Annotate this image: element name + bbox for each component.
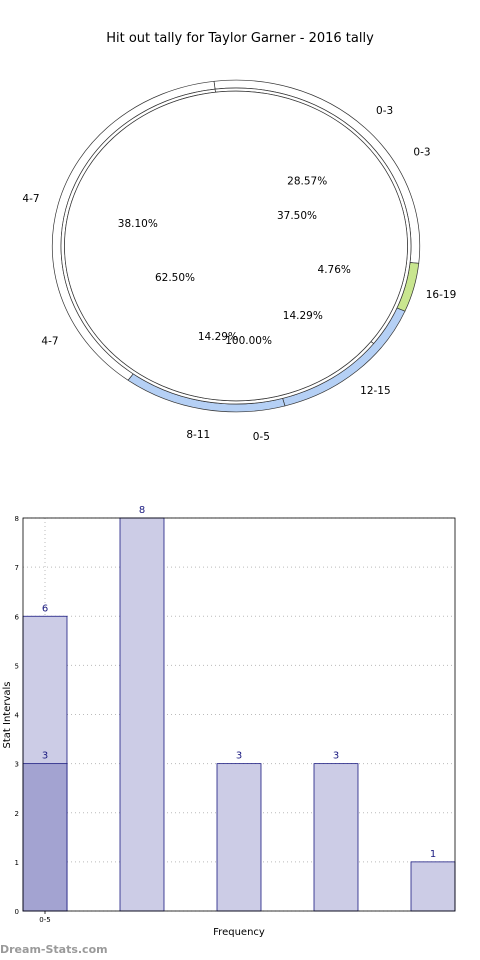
y-tick-6: 6 — [15, 613, 20, 621]
x-axis-label: Frequency — [213, 927, 265, 938]
y-tick-4: 4 — [15, 712, 20, 720]
slice-pct-inner-0: 37.50% — [277, 210, 317, 222]
y-tick-0: 0 — [15, 908, 19, 916]
slice-label-outer-0: 0-3 — [376, 105, 393, 117]
slice-pct-center-0: 100.00% — [225, 335, 272, 347]
bar-bars: 6 3 8 3 3 1 — [22, 505, 456, 912]
pie-slices — [51, 79, 421, 413]
y-tick-1: 1 — [15, 859, 19, 867]
plot-frame — [22, 517, 456, 912]
bar-5 — [410, 861, 456, 912]
slice-pct-outer-1: 4.76% — [318, 264, 351, 276]
bar-2 — [119, 517, 165, 912]
pie-labels: 28.57% 0-3 4.76% 16-19 14.29% 12-15 14.29% 8-11… — [22, 105, 456, 443]
y-tick-8: 8 — [15, 515, 19, 523]
slice-center-0 — [64, 90, 408, 402]
y-tick-5: 5 — [15, 662, 19, 670]
slice-pct-outer-3: 14.29% — [198, 331, 238, 343]
slice-label-outer-2: 12-15 — [360, 385, 391, 397]
y-tick-2: 2 — [15, 810, 19, 818]
bar-3 — [216, 763, 262, 912]
slice-label-inner-1: 4-7 — [41, 336, 58, 348]
y-tick-7: 7 — [15, 564, 19, 572]
watermark: Dream-Stats.com — [0, 943, 108, 956]
bar-4 — [313, 763, 359, 912]
y-axis-label: Stat Intervals — [2, 681, 13, 748]
x-tick-0: 0-5 — [39, 916, 50, 924]
bar-label-0: 6 — [42, 603, 48, 614]
slice-pct-outer-4: 38.10% — [118, 218, 158, 230]
slice-label-outer-1: 16-19 — [426, 289, 457, 301]
bar-label-4: 3 — [333, 751, 339, 762]
bar-axes: 0 1 2 3 4 5 6 7 8 0-5 — [15, 515, 456, 924]
slice-label-center-0: 0-5 — [253, 431, 270, 443]
slice-label-outer-4: 4-7 — [22, 193, 39, 205]
slice-pct-outer-0: 28.57% — [287, 176, 327, 188]
bar-1 — [22, 763, 68, 912]
slice-pct-outer-2: 14.29% — [283, 310, 323, 322]
chart-title: Hit out tally for Taylor Garner - 2016 t… — [106, 31, 374, 46]
bar-label-5: 1 — [430, 849, 436, 860]
slice-pct-inner-1: 62.50% — [155, 272, 195, 284]
y-tick-3: 3 — [15, 761, 19, 769]
slice-label-outer-3: 8-11 — [186, 429, 210, 441]
bar-label-2: 8 — [139, 505, 145, 516]
slice-label-inner-0: 0-3 — [413, 146, 430, 158]
sunburst-chart: 28.57% 0-3 4.76% 16-19 14.29% 12-15 14.29% 8-11… — [22, 79, 456, 443]
bar-chart: 6 3 8 3 3 1 0 1 2 3 4 5 6 7 8 0-5 Frequency Stat Inter… — [2, 505, 456, 938]
bar-label-3: 3 — [236, 751, 242, 762]
bar-label-1: 3 — [42, 751, 48, 762]
